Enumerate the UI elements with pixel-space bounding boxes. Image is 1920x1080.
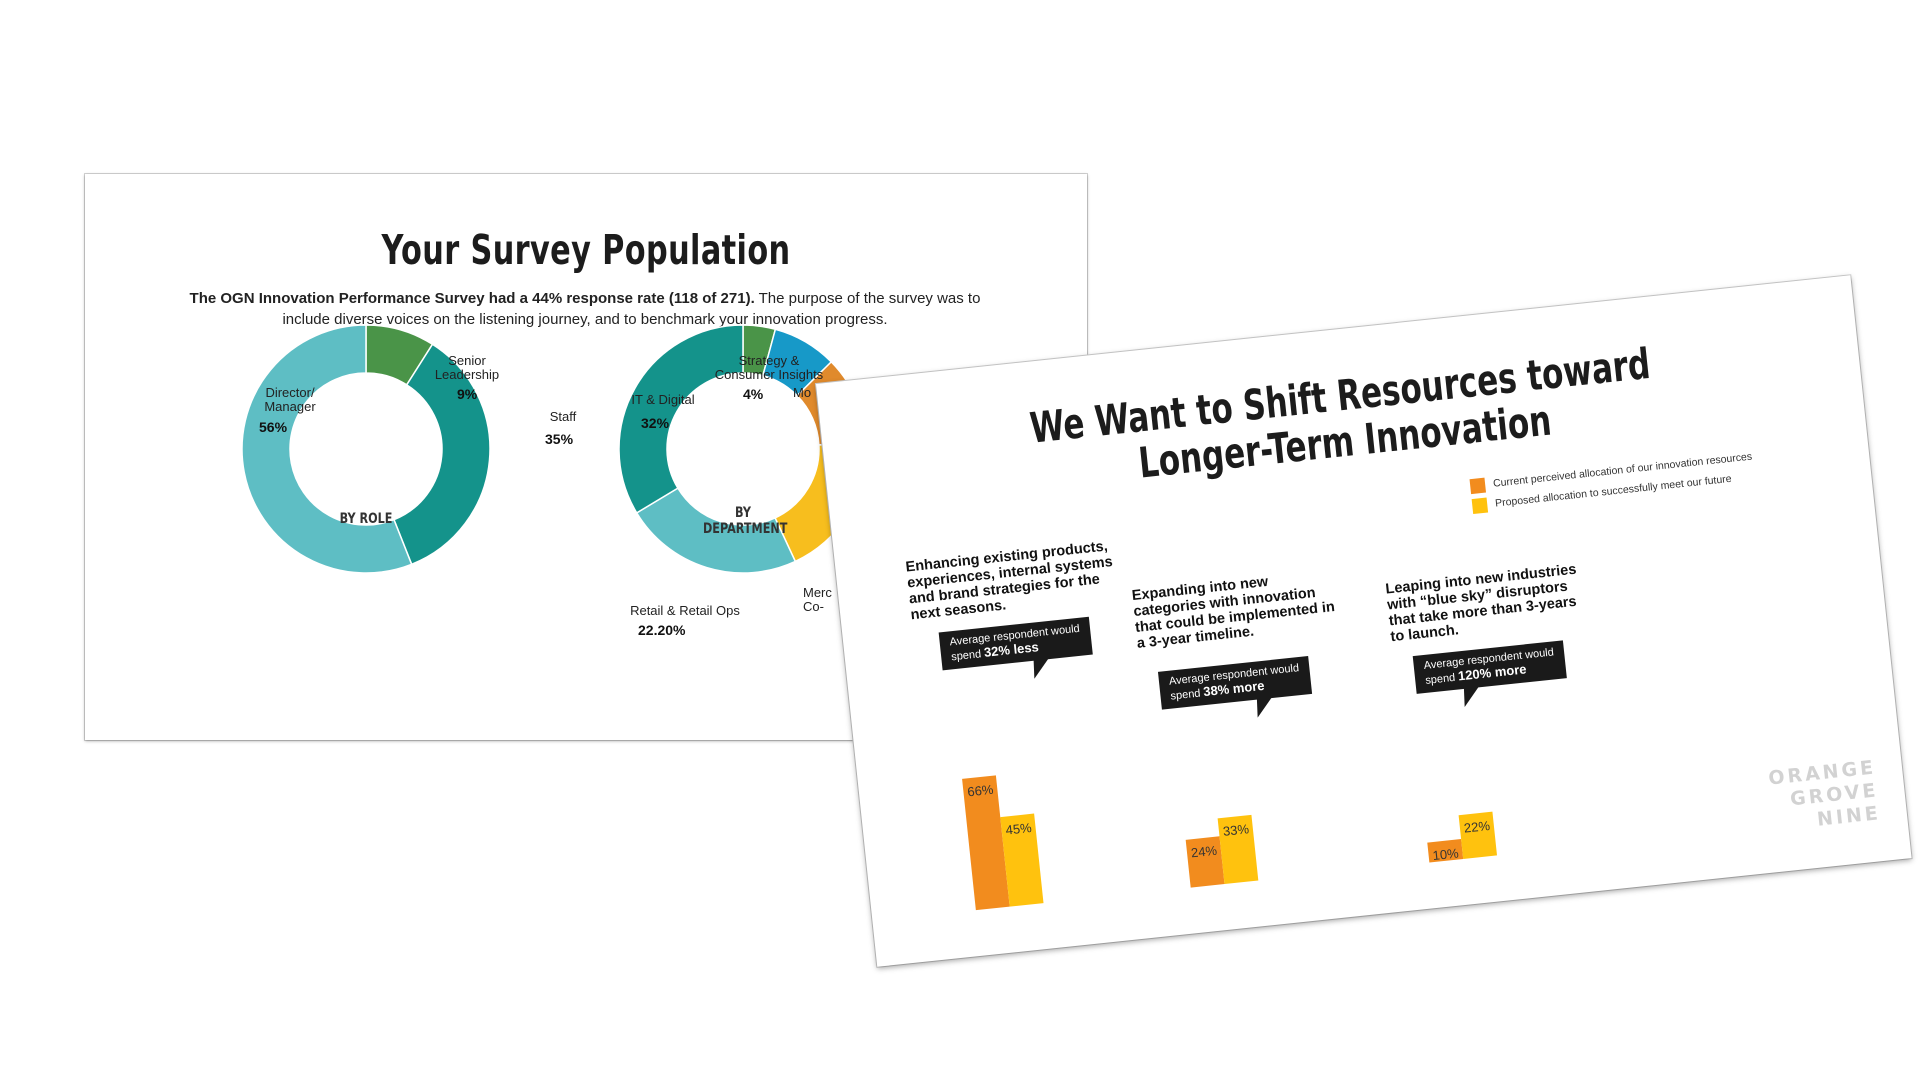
dept-label-strategy-2: Consumer Insights bbox=[714, 367, 824, 382]
role-label-senior-1: Senior bbox=[448, 353, 486, 368]
bar-value-label: 22% bbox=[1463, 818, 1491, 836]
role-label-director-2: Manager bbox=[264, 399, 316, 414]
bar-value-label: 66% bbox=[966, 781, 995, 800]
callout-enhancing: Average respondent would spend 32% less bbox=[938, 616, 1093, 680]
dept-center-line2: DEPARTMENT bbox=[703, 521, 788, 537]
dept-pct-strategy: 4% bbox=[743, 386, 764, 402]
role-pct-senior: 9% bbox=[457, 386, 478, 402]
callout-tail bbox=[1028, 657, 1050, 680]
dept-pct-retail: 22.20% bbox=[638, 622, 686, 638]
department-center-label: BY DEPARTMENT bbox=[703, 505, 787, 537]
callout2-prefix: spend bbox=[1169, 687, 1205, 703]
callout-expanding: Average respondent would spend 38% more bbox=[1157, 656, 1312, 719]
bar-value-label: 33% bbox=[1222, 821, 1250, 839]
dept-pct-it: 32% bbox=[641, 415, 670, 431]
role-label-director-1: Director/ bbox=[265, 385, 315, 400]
role-slice-2 bbox=[241, 324, 413, 574]
callout-tail bbox=[1251, 695, 1273, 719]
role-pct-staff: 35% bbox=[545, 431, 574, 447]
bar-proposed-2: 33% bbox=[1217, 814, 1259, 885]
chart-legend: Current perceived allocation of our inno… bbox=[1469, 447, 1755, 516]
bar-value-label: 10% bbox=[1431, 845, 1460, 864]
dept-label-strategy-1: Strategy & bbox=[738, 353, 800, 368]
callout1-prefix: spend bbox=[950, 647, 985, 664]
legend-swatch-current bbox=[1469, 477, 1486, 494]
slide-title: Your Survey Population bbox=[381, 226, 791, 274]
role-donut-svg bbox=[241, 324, 491, 574]
department-slice-5 bbox=[618, 324, 744, 514]
dept-label-it: IT & Digital bbox=[631, 392, 695, 407]
bar-current-2: 24% bbox=[1185, 836, 1225, 888]
bar-value-label: 24% bbox=[1190, 842, 1218, 861]
dept-label-merc-2: Co- bbox=[803, 599, 824, 614]
role-label-senior-leadership: Senior Leadership bbox=[417, 354, 517, 382]
role-slice-1 bbox=[393, 343, 491, 566]
role-label-staff: Staff bbox=[549, 409, 577, 424]
role-center-label: BY ROLE bbox=[339, 511, 393, 527]
orange-grove-nine-logo: ORANGE GROVE NINE bbox=[1767, 756, 1882, 836]
subtitle-rest: The purpose of the survey was to include… bbox=[282, 290, 981, 328]
role-donut-chart bbox=[241, 324, 491, 574]
dept-label-merc-1: Merc bbox=[803, 585, 832, 600]
dept-label-mo: Mo bbox=[793, 385, 812, 400]
legend-swatch-proposed bbox=[1471, 497, 1489, 514]
group-title-expanding: Expanding into new categories with innov… bbox=[1131, 564, 1366, 652]
slide-subtitle: The OGN Innovation Performance Survey ha… bbox=[165, 288, 1005, 330]
group-title-enhancing: Enhancing existing products, experiences… bbox=[905, 535, 1150, 623]
callout3-prefix: spend bbox=[1424, 671, 1459, 687]
role-label-director: Director/Manager bbox=[245, 386, 335, 414]
callout-tail bbox=[1458, 685, 1480, 708]
subtitle-bold: The OGN Innovation Performance Survey ha… bbox=[189, 290, 755, 307]
shift-resources-slide: We Want to Shift Resources toward Longer… bbox=[816, 275, 1912, 967]
dept-label-retail: Retail & Retail Ops bbox=[630, 603, 740, 618]
dept-center-line1: BY bbox=[734, 505, 752, 521]
role-label-senior-2: Leadership bbox=[434, 367, 500, 382]
role-pct-director: 56% bbox=[259, 419, 288, 435]
callout-leaping: Average respondent would spend 120% more bbox=[1412, 640, 1567, 708]
bar-current-3: 10% bbox=[1427, 839, 1464, 864]
bar-proposed-3: 22% bbox=[1458, 811, 1498, 859]
dept-label-merc: Merc Co- bbox=[803, 586, 843, 614]
bar-value-label: 45% bbox=[1004, 819, 1033, 838]
dept-label-strategy: Strategy & Consumer Insights bbox=[694, 354, 844, 382]
group-title-leaping: Leaping into new industries with “blue s… bbox=[1385, 557, 1630, 646]
